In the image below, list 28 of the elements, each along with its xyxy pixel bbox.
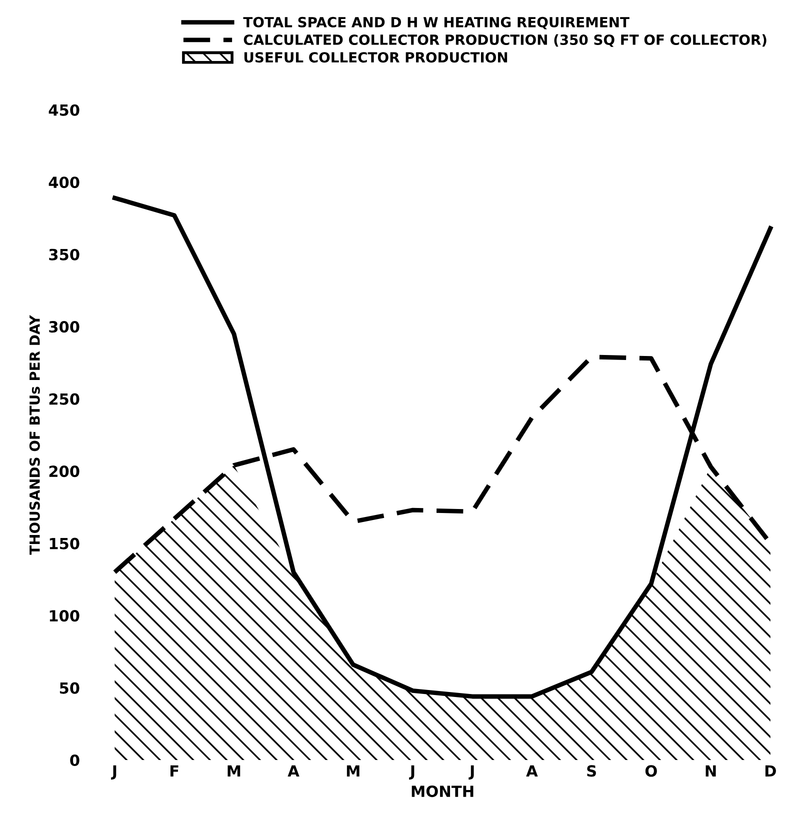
line-series	[112, 196, 773, 699]
y-tick-label: 50	[60, 682, 80, 694]
y-tick-label: 150	[50, 538, 80, 550]
legend-label: TOTAL SPACE AND D H W HEATING REQUIREMENT	[243, 16, 630, 30]
x-tick-label: O	[645, 765, 657, 777]
y-tick-label: 0	[70, 754, 80, 766]
x-tick-label: A	[288, 765, 300, 777]
x-tick-label: S	[587, 765, 596, 777]
x-tick-label: M	[346, 765, 360, 777]
x-axis-title: MONTH	[412, 786, 474, 798]
x-tick-label: J	[111, 765, 116, 780]
x-tick-label: A	[526, 765, 538, 777]
x-tick-label: N	[706, 765, 716, 777]
y-tick-label: 250	[49, 393, 80, 405]
y-tick-label: 350	[49, 248, 80, 260]
y-tick-label: 450	[48, 104, 80, 116]
y-axis-title: THOUSANDS OF BTUs PER DAY	[29, 314, 40, 555]
legend-label: USEFUL COLLECTOR PRODUCTION	[244, 52, 508, 63]
y-tick-label: 100	[50, 610, 80, 622]
y-tick-label: 200	[49, 466, 80, 478]
x-tick-label: D	[765, 765, 776, 777]
x-tick-label: M	[228, 765, 240, 777]
x-tick-label: J	[468, 765, 474, 780]
legend-label: CALCULATED COLLECTOR PRODUCTION (350 SQ FT OF COLLECTOR)	[244, 34, 766, 47]
y-tick-label: 300	[49, 321, 80, 333]
x-tick-label: F	[170, 765, 178, 777]
y-tick-label: 400	[48, 176, 80, 188]
x-tick-label: J	[409, 765, 414, 780]
